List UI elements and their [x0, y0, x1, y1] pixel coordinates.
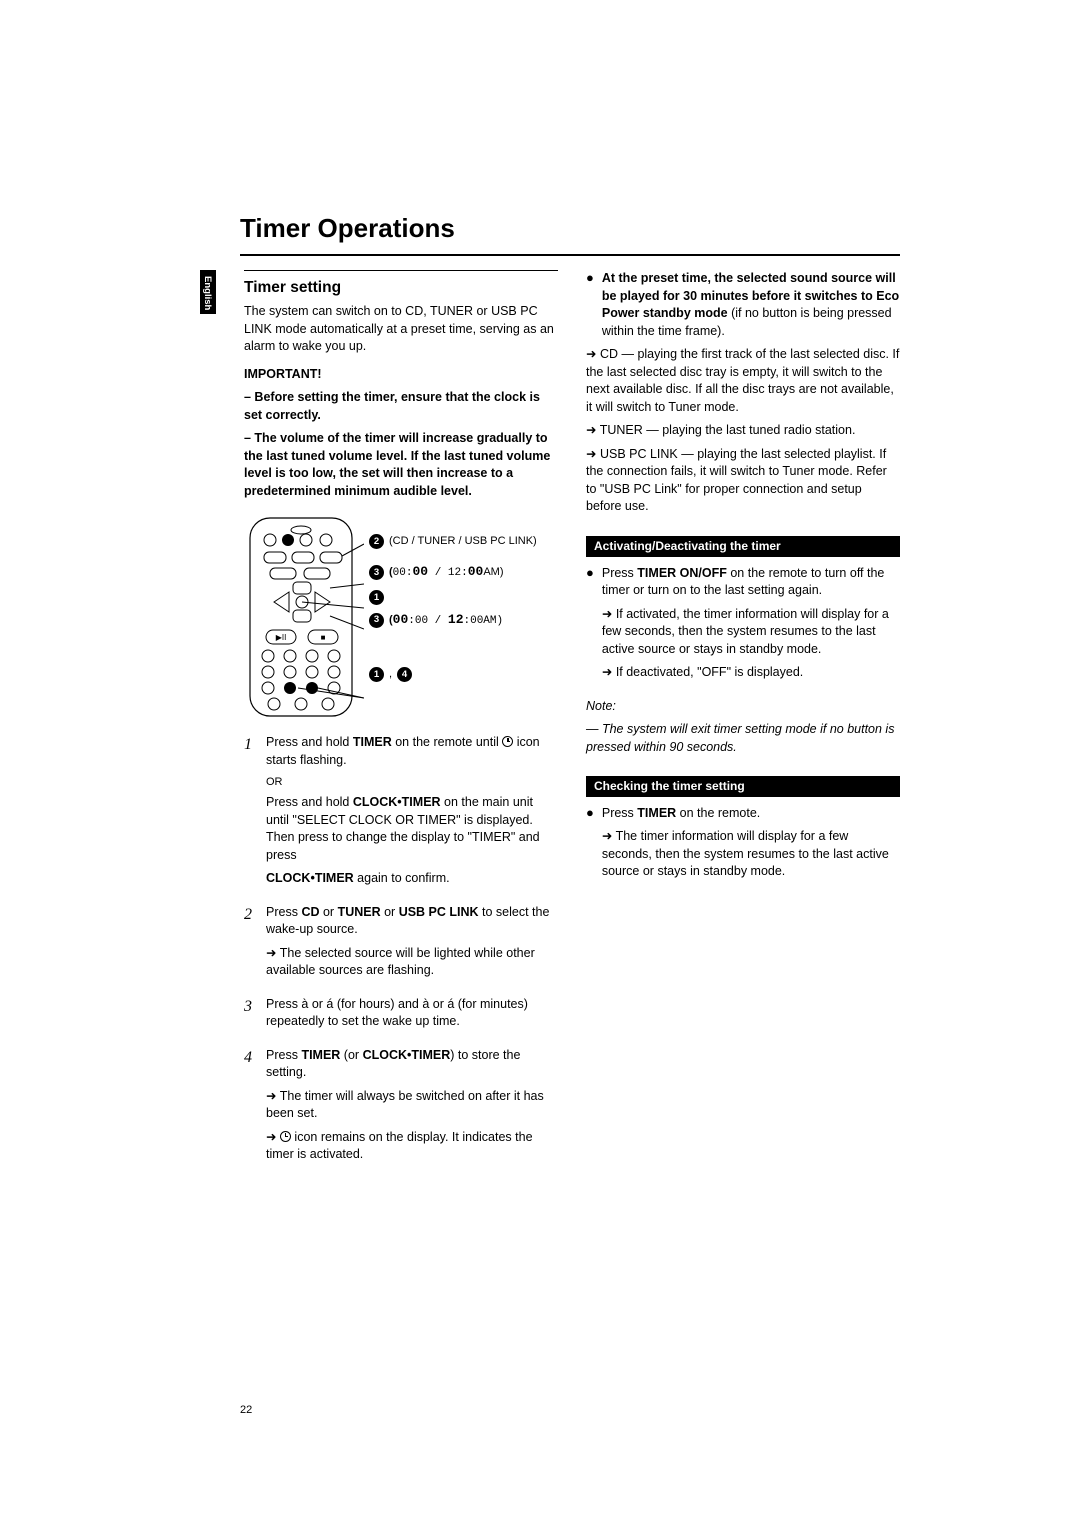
heading-activating: Activating/Deactivating the timer	[586, 536, 900, 557]
intro-paragraph: The system can switch on to CD, TUNER or…	[244, 303, 558, 356]
language-tab: English	[200, 270, 216, 314]
or-label: OR	[266, 775, 558, 790]
activating-text: Press TIMER ON/OFF on the remote to turn…	[602, 565, 900, 600]
heading-checking: Checking the timer setting	[586, 776, 900, 797]
diagram-callout-2: 2 (CD / TUNER / USB PC LINK)	[369, 534, 537, 549]
step-2: 2 Press CD or TUNER or USB PC LINK to se…	[244, 904, 558, 986]
page-title: Timer Operations	[200, 210, 900, 246]
remote-diagram: ▶II ■ 2	[244, 512, 558, 722]
important-item: – The volume of the timer will increase …	[244, 430, 558, 500]
activating-bullet: ● Press TIMER ON/OFF on the remote to tu…	[586, 565, 900, 688]
checking-text: Press TIMER on the remote.	[602, 805, 900, 823]
timer-icon	[502, 736, 513, 747]
important-label: IMPORTANT!	[244, 366, 558, 384]
section-heading-timer-setting: Timer setting	[244, 277, 558, 299]
step-text: Press TIMER (or CLOCK•TIMER) to store th…	[266, 1047, 558, 1082]
callout-text: (CD / TUNER / USB PC LINK)	[389, 534, 537, 549]
svg-text:▶II: ▶II	[276, 633, 287, 642]
step-number: 4	[244, 1047, 256, 1170]
svg-text:■: ■	[321, 633, 326, 642]
step-number: 3	[244, 996, 256, 1037]
step-result: The timer will always be switched on aft…	[266, 1088, 558, 1123]
step-result: ➜ icon remains on the display. It indica…	[266, 1129, 558, 1164]
cd-line: ➜ CD — playing the first track of the la…	[586, 346, 900, 416]
step-number: 1	[244, 734, 256, 894]
activating-result: If activated, the timer information will…	[602, 606, 900, 659]
step-text: Press and hold CLOCK•TIMER on the main u…	[266, 794, 558, 864]
step-number: 2	[244, 904, 256, 986]
timer-icon	[280, 1131, 291, 1142]
activating-result: ➜ If deactivated, "OFF" is displayed.	[602, 664, 900, 682]
step-1: 1 Press and hold TIMER on the remote unt…	[244, 734, 558, 894]
note-text: — The system will exit timer setting mod…	[586, 721, 900, 756]
title-rule	[240, 254, 900, 256]
step-text: CLOCK•TIMER again to confirm.	[266, 870, 558, 888]
note-block: Note: — The system will exit timer setti…	[586, 698, 900, 757]
step-3: 3 Press à or á (for hours) and à or á (f…	[244, 996, 558, 1037]
usb-line: ➜ USB PC LINK — playing the last selecte…	[586, 446, 900, 516]
page-number: 22	[240, 1403, 252, 1418]
diagram-callout-1-4: 1, 4	[369, 667, 537, 682]
step-text: Press and hold TIMER on the remote until…	[266, 734, 558, 769]
important-item: – Before setting the timer, ensure that …	[244, 389, 558, 424]
preset-time-bullet: ● At the preset time, the selected sound…	[586, 270, 900, 346]
steps-list: 1 Press and hold TIMER on the remote unt…	[244, 734, 558, 1170]
step-4: 4 Press TIMER (or CLOCK•TIMER) to store …	[244, 1047, 558, 1170]
left-column: Timer setting The system can switch on t…	[244, 270, 558, 1180]
right-column: ● At the preset time, the selected sound…	[586, 270, 900, 1180]
preset-time-text: At the preset time, the selected sound s…	[602, 270, 900, 340]
step-text: Press à or á (for hours) and à or á (for…	[266, 996, 558, 1031]
tuner-line: ➜ TUNER — playing the last tuned radio s…	[586, 422, 900, 440]
section-rule	[244, 270, 558, 271]
callout-text: (00:00 / 12:00AM)	[389, 611, 503, 629]
checking-result: The timer information will display for a…	[602, 828, 900, 881]
diagram-callout-3a: 3 (00:00 / 12:00AM)	[369, 563, 537, 581]
callout-text: (00:00 / 12:00AM)	[389, 563, 503, 581]
step-text: Press CD or TUNER or USB PC LINK to sele…	[266, 904, 558, 939]
checking-bullet: ● Press TIMER on the remote. The timer i…	[586, 805, 900, 887]
diagram-callout-1: 1	[369, 590, 537, 605]
note-label: Note:	[586, 698, 900, 716]
step-result: The selected source will be lighted whil…	[266, 945, 558, 980]
diagram-callout-3b: 3 (00:00 / 12:00AM)	[369, 611, 537, 629]
